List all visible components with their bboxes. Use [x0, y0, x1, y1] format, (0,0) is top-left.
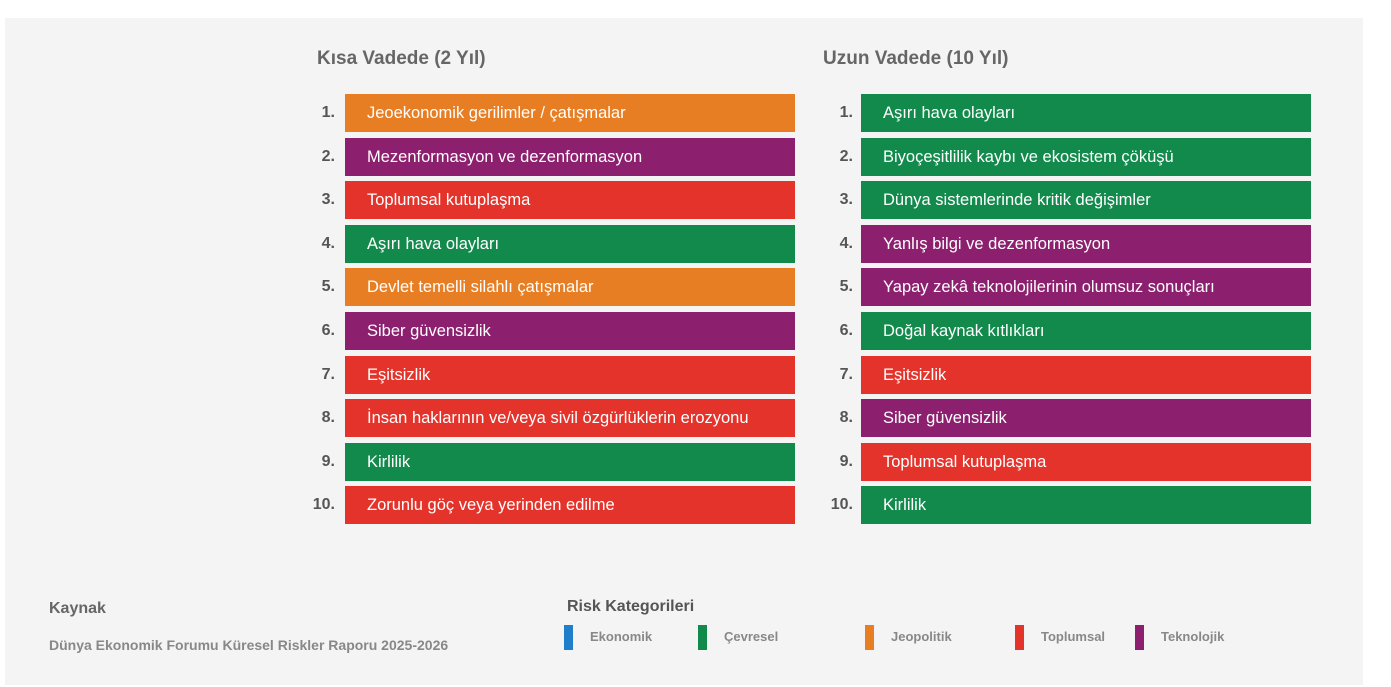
long-term-risk-row: 10. Kirlilik [823, 486, 1323, 525]
long-term-risk-rank: 3. [839, 191, 853, 209]
legend-label: Teknolojik [1161, 629, 1225, 644]
short-term-risk-bar: Zorunlu göç veya yerinden edilme [345, 486, 795, 525]
short-term-risk-rank: 8. [321, 409, 335, 427]
short-term-risk-row: 3. Toplumsal kutuplaşma [305, 181, 805, 220]
short-term-risk-rank: 5. [321, 278, 335, 296]
legend-label: Toplumsal [1041, 629, 1106, 644]
long-term-risk-rank: 1. [839, 104, 853, 121]
long-term-risk-rank: 2. [839, 147, 853, 165]
short-term-risk-bar: Jeoekonomik gerilimler / çatışmalar [345, 94, 795, 132]
short-term-title: Kısa Vadede (2 Yıl) [317, 48, 486, 69]
long-term-risk-bar: Kirlilik [861, 486, 1311, 525]
short-term-risk-bar: Eşitsizlik [345, 355, 795, 394]
long-term-risk-rank: 7. [839, 365, 853, 383]
long-term-risk-row: 3. Dünya sistemlerinde kritik değişimler [823, 181, 1323, 220]
short-term-risk-row: 6. Siber güvensizlik [305, 312, 805, 350]
short-term-risk-rank: 9. [321, 452, 335, 470]
long-term-risk-bar: Toplumsal kutuplaşma [861, 442, 1311, 481]
long-term-risk-rank: 4. [839, 234, 853, 252]
legend-label: Jeopolitik [891, 629, 952, 644]
long-term-risk-bar: Doğal kaynak kıtlıkları [861, 312, 1311, 350]
legend-swatch [1015, 625, 1024, 650]
short-term-risk-rank: 1. [321, 104, 335, 121]
short-term-risk-bar: Siber güvensizlik [345, 312, 795, 350]
short-term-risk-bar: Kirlilik [345, 442, 795, 481]
short-term-risk-rank: 10. [312, 496, 335, 514]
long-term-risk-bar: Eşitsizlik [861, 355, 1311, 394]
legend-swatch [564, 625, 573, 650]
long-term-risk-rank: 9. [839, 452, 853, 470]
short-term-risk-row: 5. Devlet temelli silahlı çatışmalar [305, 268, 805, 307]
long-term-risk-row: 8. Siber güvensizlik [823, 399, 1323, 438]
legend-swatch [698, 625, 707, 650]
legend-swatch [1135, 625, 1144, 650]
long-term-risk-rank: 6. [839, 322, 853, 339]
long-term-risk-bar: Yanlış bilgi ve dezenformasyon [861, 224, 1311, 263]
legend-label: Çevresel [724, 629, 779, 644]
long-term-risk-bar: Aşırı hava olayları [861, 94, 1311, 132]
long-term-risk-rank: 5. [839, 278, 853, 296]
long-term-risk-bar: Yapay zekâ teknolojilerinin olumsuz sonu… [861, 268, 1311, 307]
long-term-risk-row: 7. Eşitsizlik [823, 355, 1323, 394]
legend-label: Ekonomik [590, 629, 653, 644]
source-title: Kaynak [49, 600, 106, 617]
short-term-risk-rank: 2. [321, 147, 335, 165]
long-term-risk-bar: Dünya sistemlerinde kritik değişimler [861, 181, 1311, 220]
short-term-risk-row: 1. Jeoekonomik gerilimler / çatışmalar [305, 94, 805, 132]
long-term-title: Uzun Vadede (10 Yıl) [823, 48, 1009, 69]
long-term-risk-bar: Siber güvensizlik [861, 399, 1311, 438]
legend-title: Risk Kategorileri [567, 598, 695, 615]
short-term-risk-rank: 7. [321, 365, 335, 383]
short-term-risk-rank: 4. [321, 234, 335, 252]
long-term-risk-bar: Biyoçeşitlilik kaybı ve ekosistem çöküşü [861, 137, 1311, 176]
short-term-risk-row: 9. Kirlilik [305, 442, 805, 481]
short-term-risk-bar: İnsan haklarının ve/veya sivil özgürlükl… [345, 399, 795, 438]
long-term-risk-row: 5. Yapay zekâ teknolojilerinin olumsuz so… [823, 268, 1323, 307]
legend-swatch [865, 625, 874, 650]
short-term-risk-row: 4. Aşırı hava olayları [305, 224, 805, 263]
long-term-risk-row: 6. Doğal kaynak kıtlıkları [823, 312, 1323, 350]
short-term-risk-row: 7. Eşitsizlik [305, 355, 805, 394]
short-term-risk-rank: 3. [321, 191, 335, 209]
short-term-risk-row: 2. Mezenformasyon ve dezenformasyon [305, 137, 805, 176]
long-term-risk-row: 1. Aşırı hava olayları [823, 94, 1323, 132]
long-term-risk-rank: 10. [830, 496, 853, 514]
long-term-risk-row: 2. Biyoçeşitlilik kaybı ve ekosistem çökü… [823, 137, 1323, 176]
short-term-risk-row: 10. Zorunlu göç veya yerinden edilme [305, 486, 805, 525]
long-term-risk-rank: 8. [839, 409, 853, 427]
short-term-risk-row: 8. İnsan haklarının ve/veya sivil özgürlü… [305, 399, 805, 438]
long-term-risk-row: 9. Toplumsal kutuplaşma [823, 442, 1323, 481]
short-term-risk-bar: Devlet temelli silahlı çatışmalar [345, 268, 795, 307]
source-text: Dünya Ekonomik Forumu Küresel Riskler Ra… [49, 637, 449, 653]
short-term-risk-bar: Mezenformasyon ve dezenformasyon [345, 137, 795, 176]
short-term-risk-bar: Toplumsal kutuplaşma [345, 181, 795, 220]
risk-panel: Kısa Vadede (2 Yıl) 1. Jeoekonomik gerili… [5, 18, 1363, 685]
short-term-risk-rank: 6. [321, 322, 335, 339]
long-term-risk-row: 4. Yanlış bilgi ve dezenformasyon [823, 224, 1323, 263]
short-term-risk-bar: Aşırı hava olayları [345, 224, 795, 263]
